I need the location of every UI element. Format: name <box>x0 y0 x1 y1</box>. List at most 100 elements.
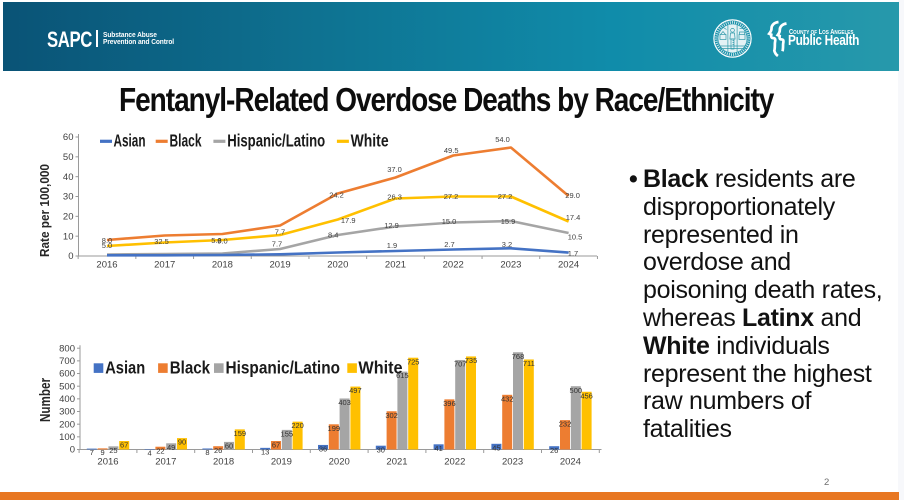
svg-text:155: 155 <box>281 429 294 438</box>
svg-text:2018: 2018 <box>213 457 234 468</box>
svg-text:15.0: 15.0 <box>442 217 457 226</box>
svg-text:36: 36 <box>319 445 327 454</box>
svg-text:2023: 2023 <box>502 457 523 468</box>
svg-text:Asian: Asian <box>114 131 146 151</box>
svg-text:2024: 2024 <box>558 260 579 271</box>
svg-text:432: 432 <box>501 394 514 403</box>
svg-text:50: 50 <box>63 152 74 163</box>
svg-text:497: 497 <box>349 386 362 395</box>
svg-text:7.7: 7.7 <box>272 239 282 248</box>
svg-text:67: 67 <box>120 441 128 450</box>
svg-text:5.0: 5.0 <box>102 241 112 250</box>
svg-text:10.5: 10.5 <box>568 233 583 242</box>
svg-text:Hispanic/Latino: Hispanic/Latino <box>226 358 341 378</box>
svg-text:220: 220 <box>291 421 304 430</box>
svg-text:24.2: 24.2 <box>329 190 344 199</box>
svg-text:37.0: 37.0 <box>387 165 402 174</box>
svg-text:20: 20 <box>63 212 74 223</box>
svg-text:2022: 2022 <box>443 260 464 271</box>
svg-text:300: 300 <box>59 407 75 418</box>
svg-text:60: 60 <box>63 132 74 143</box>
svg-text:159: 159 <box>234 429 247 438</box>
svg-text:12.9: 12.9 <box>384 221 399 230</box>
svg-text:200: 200 <box>59 419 75 430</box>
svg-text:2017: 2017 <box>154 260 175 271</box>
svg-text:735: 735 <box>465 356 478 365</box>
svg-text:2021: 2021 <box>385 260 406 271</box>
svg-text:2020: 2020 <box>327 260 348 271</box>
svg-text:0: 0 <box>68 251 73 262</box>
svg-text:2016: 2016 <box>96 260 117 271</box>
svg-text:2017: 2017 <box>155 457 176 468</box>
svg-text:8.4: 8.4 <box>328 231 338 240</box>
svg-text:600: 600 <box>59 369 75 380</box>
svg-text:2018: 2018 <box>212 260 233 271</box>
svg-text:54.0: 54.0 <box>495 135 510 144</box>
svg-text:615: 615 <box>396 371 409 380</box>
svg-text:49.5: 49.5 <box>444 146 459 155</box>
svg-text:45: 45 <box>492 443 500 452</box>
svg-text:2023: 2023 <box>500 260 521 271</box>
svg-text:1.9: 1.9 <box>387 241 397 250</box>
svg-text:4: 4 <box>148 449 152 458</box>
svg-text:199: 199 <box>328 424 341 433</box>
svg-text:7: 7 <box>90 448 94 457</box>
svg-text:707: 707 <box>454 360 467 369</box>
svg-text:232: 232 <box>559 420 572 429</box>
svg-text:8.0: 8.0 <box>102 236 112 245</box>
svg-text:25: 25 <box>109 446 117 455</box>
svg-text:400: 400 <box>59 394 75 405</box>
svg-text:100: 100 <box>59 432 75 443</box>
svg-text:8: 8 <box>205 448 209 457</box>
svg-text:9.0: 9.0 <box>217 236 227 245</box>
svg-text:17.9: 17.9 <box>341 216 356 225</box>
svg-text:Black: Black <box>170 131 202 151</box>
svg-text:26: 26 <box>550 446 558 455</box>
svg-text:90: 90 <box>178 438 186 447</box>
svg-text:White: White <box>358 358 402 378</box>
svg-text:2016: 2016 <box>97 457 118 468</box>
svg-text:2022: 2022 <box>444 457 465 468</box>
svg-text:396: 396 <box>443 399 456 408</box>
svg-text:10: 10 <box>63 231 74 242</box>
svg-text:Number: Number <box>37 378 54 422</box>
svg-text:29.0: 29.0 <box>565 191 580 200</box>
svg-text:2020: 2020 <box>329 457 350 468</box>
svg-text:0: 0 <box>70 445 75 456</box>
svg-text:2019: 2019 <box>271 457 292 468</box>
svg-text:15.9: 15.9 <box>501 217 516 226</box>
svg-text:Black: Black <box>170 358 211 378</box>
svg-text:800: 800 <box>59 343 75 354</box>
svg-text:711: 711 <box>523 359 535 368</box>
svg-text:456: 456 <box>580 391 593 400</box>
svg-text:2024: 2024 <box>560 457 581 468</box>
svg-text:32.5: 32.5 <box>154 237 169 246</box>
svg-text:41: 41 <box>434 444 442 453</box>
svg-text:700: 700 <box>59 356 75 367</box>
svg-text:2021: 2021 <box>386 457 407 468</box>
svg-text:26.3: 26.3 <box>387 193 402 202</box>
svg-text:Hispanic/Latino: Hispanic/Latino <box>227 131 325 151</box>
svg-text:Asian: Asian <box>105 358 145 378</box>
svg-text:22: 22 <box>156 446 164 455</box>
svg-text:403: 403 <box>338 398 351 407</box>
svg-text:768: 768 <box>512 352 525 361</box>
svg-text:27.2: 27.2 <box>498 192 513 201</box>
svg-text:13: 13 <box>261 447 269 456</box>
svg-text:302: 302 <box>385 411 398 420</box>
svg-text:27.2: 27.2 <box>444 192 459 201</box>
svg-text:9: 9 <box>101 448 105 457</box>
svg-text:30: 30 <box>377 445 385 454</box>
svg-text:26: 26 <box>214 446 222 455</box>
svg-text:60: 60 <box>225 442 233 451</box>
svg-text:500: 500 <box>59 381 75 392</box>
svg-text:White: White <box>351 131 389 151</box>
svg-text:17.4: 17.4 <box>566 213 581 222</box>
svg-text:30: 30 <box>63 192 74 203</box>
svg-text:7.7: 7.7 <box>275 228 285 237</box>
svg-text:2.7: 2.7 <box>444 240 454 249</box>
svg-text:2019: 2019 <box>270 260 291 271</box>
svg-text:3.2: 3.2 <box>502 240 512 249</box>
svg-text:67: 67 <box>272 441 280 450</box>
svg-text:5.8: 5.8 <box>211 236 221 245</box>
